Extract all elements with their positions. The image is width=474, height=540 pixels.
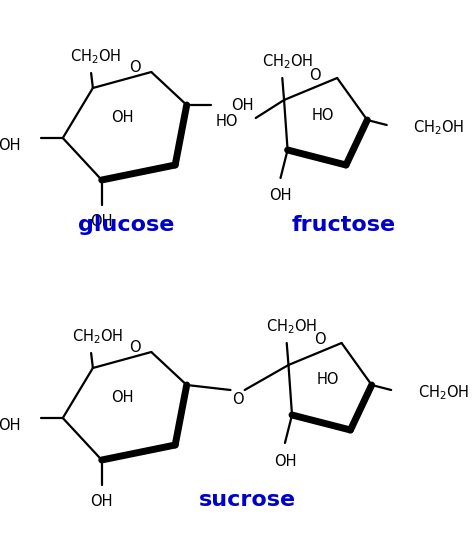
Text: HO: HO: [316, 373, 339, 388]
Text: OH: OH: [273, 454, 296, 469]
Text: OH: OH: [0, 418, 20, 434]
Text: OH: OH: [0, 138, 20, 153]
Text: sucrose: sucrose: [199, 490, 296, 510]
Text: CH$_2$OH: CH$_2$OH: [262, 52, 313, 71]
Text: OH: OH: [91, 495, 113, 510]
Text: O: O: [314, 333, 325, 348]
Text: OH: OH: [111, 111, 133, 125]
Text: O: O: [129, 60, 141, 76]
Text: OH: OH: [269, 188, 292, 204]
Text: HO: HO: [216, 114, 238, 130]
Text: CH$_2$OH: CH$_2$OH: [72, 328, 123, 346]
Text: O: O: [232, 393, 244, 408]
Text: O: O: [129, 341, 141, 355]
Text: fructose: fructose: [292, 215, 395, 235]
Text: O: O: [309, 68, 321, 83]
Text: glucose: glucose: [78, 215, 175, 235]
Text: OH: OH: [231, 98, 254, 112]
Text: OH: OH: [91, 214, 113, 230]
Text: CH$_2$OH: CH$_2$OH: [418, 383, 469, 402]
Text: CH$_2$OH: CH$_2$OH: [70, 48, 121, 66]
Text: CH$_2$OH: CH$_2$OH: [266, 318, 318, 336]
Text: HO: HO: [312, 107, 334, 123]
Text: CH$_2$OH: CH$_2$OH: [413, 119, 465, 137]
Text: OH: OH: [111, 390, 133, 406]
